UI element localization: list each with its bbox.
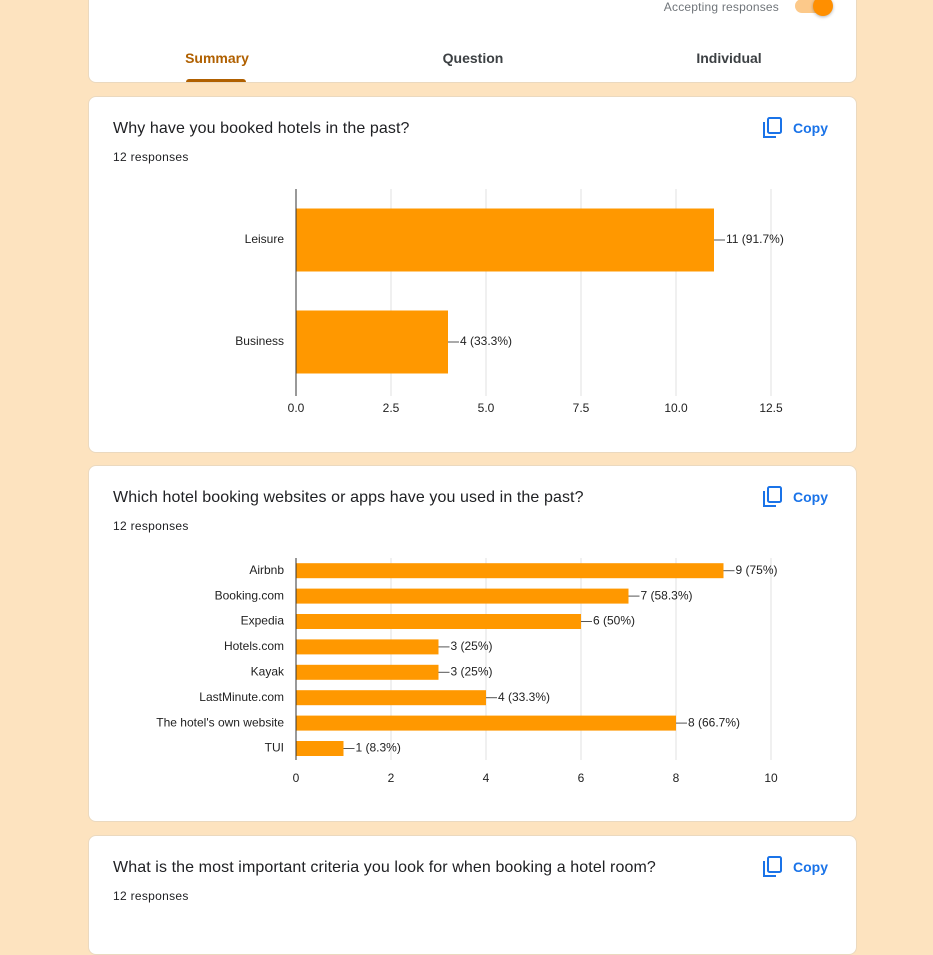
copy-label: Copy xyxy=(793,489,828,505)
question-card-2: Which hotel booking websites or apps hav… xyxy=(88,465,857,822)
copy-chart-button[interactable]: Copy xyxy=(761,115,828,141)
copy-icon xyxy=(763,117,782,138)
x-tick-label: 2 xyxy=(388,771,395,785)
x-tick-label: 5.0 xyxy=(478,401,495,415)
tab-individual[interactable]: Individual xyxy=(696,50,762,66)
data-label: 6 (50%) xyxy=(593,614,635,628)
bar xyxy=(296,588,629,604)
bar xyxy=(296,614,581,629)
question-card-1: Why have you booked hotels in the past? … xyxy=(88,96,857,453)
copy-label: Copy xyxy=(793,120,828,136)
x-tick-label: 10 xyxy=(764,771,778,785)
category-label: TUI xyxy=(265,741,284,755)
bar xyxy=(296,639,439,655)
copy-chart-button[interactable]: Copy xyxy=(761,854,828,880)
question-title: What is the most important criteria you … xyxy=(113,859,656,876)
category-label: Kayak xyxy=(251,664,285,678)
bar xyxy=(296,310,448,374)
data-label: 11 (91.7%) xyxy=(726,232,784,246)
accepting-responses-label: Accepting responses xyxy=(663,0,779,14)
toggle-thumb xyxy=(813,0,833,16)
bar-chart-booking-sites: 0 2 4 6 8 10 Airbnb 9 (75%) Booking.com 7 (58.3%)… xyxy=(156,558,778,785)
copy-chart-button[interactable]: Copy xyxy=(761,484,828,510)
x-tick-label: 4 xyxy=(483,771,490,785)
response-count: 12 responses xyxy=(113,889,189,903)
data-label: 3 (25%) xyxy=(451,664,493,678)
responses-header: Accepting responses Summary Question Ind… xyxy=(88,0,857,83)
question-title: Why have you booked hotels in the past? xyxy=(113,120,410,137)
bar xyxy=(296,563,724,579)
category-label: Hotels.com xyxy=(224,639,284,653)
bar-chart-reasons: 0.0 2.5 5.0 7.5 10.0 12.5 Leisure 11 (91.7%) Bus… xyxy=(235,189,784,415)
active-tab-indicator xyxy=(186,79,246,82)
response-count: 12 responses xyxy=(113,519,189,533)
x-tick-label: 10.0 xyxy=(664,401,688,415)
data-label: 4 (33.3%) xyxy=(460,334,512,348)
data-label: 3 (25%) xyxy=(451,639,493,653)
tab-summary[interactable]: Summary xyxy=(185,50,249,66)
bar xyxy=(296,208,714,272)
data-label: 7 (58.3%) xyxy=(641,588,693,602)
question-card-3: What is the most important criteria you … xyxy=(88,835,857,955)
x-tick-label: 7.5 xyxy=(573,401,590,415)
category-label: Booking.com xyxy=(215,588,284,602)
category-label: The hotel's own website xyxy=(156,715,284,729)
x-tick-label: 0.0 xyxy=(288,401,305,415)
copy-label: Copy xyxy=(793,859,828,875)
category-label: Airbnb xyxy=(249,563,284,577)
x-tick-label: 0 xyxy=(293,771,300,785)
bar xyxy=(296,715,676,731)
category-label: Expedia xyxy=(241,614,285,628)
copy-icon xyxy=(763,486,782,507)
x-tick-label: 2.5 xyxy=(383,401,400,415)
category-label: Business xyxy=(235,334,284,348)
question-title: Which hotel booking websites or apps hav… xyxy=(113,489,584,506)
copy-icon xyxy=(763,856,782,877)
x-tick-label: 6 xyxy=(578,771,585,785)
data-label: 9 (75%) xyxy=(736,563,778,577)
tab-question[interactable]: Question xyxy=(442,50,504,66)
bar xyxy=(296,741,344,756)
bar xyxy=(296,664,439,680)
response-count: 12 responses xyxy=(113,150,189,164)
data-label: 1 (8.3%) xyxy=(356,741,401,755)
x-tick-label: 8 xyxy=(673,771,680,785)
x-tick-label: 12.5 xyxy=(759,401,783,415)
category-label: LastMinute.com xyxy=(199,690,284,704)
data-label: 8 (66.7%) xyxy=(688,715,740,729)
data-label: 4 (33.3%) xyxy=(498,690,550,704)
accepting-responses-toggle[interactable] xyxy=(795,0,835,21)
category-label: Leisure xyxy=(245,232,285,246)
bar xyxy=(296,690,486,706)
